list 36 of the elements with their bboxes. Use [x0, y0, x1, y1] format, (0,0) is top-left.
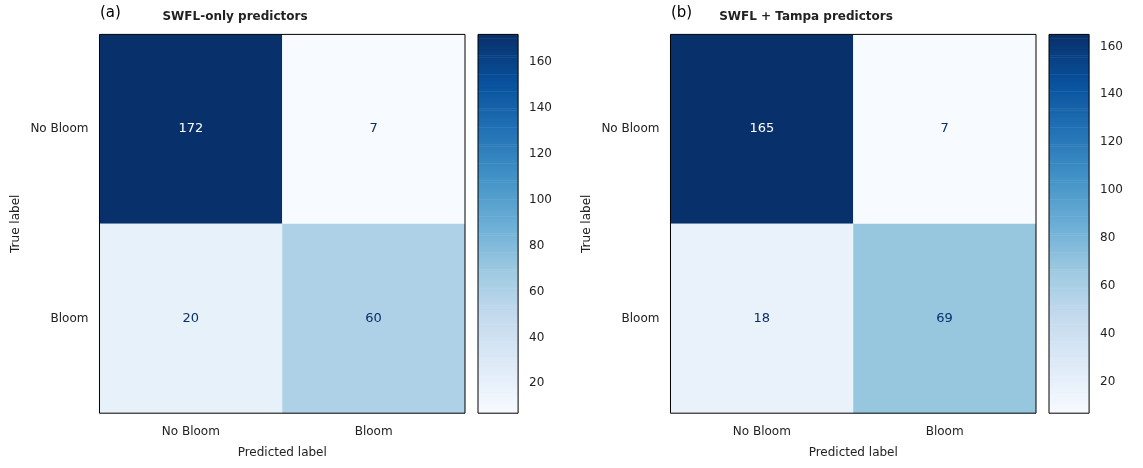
color-bar-label: 160 [529, 54, 552, 69]
color-bar-label: 40 [1100, 326, 1116, 341]
color-bar-label: 140 [1100, 86, 1123, 101]
x-axis-title: Predicted label [237, 444, 327, 459]
text: (b) [671, 3, 693, 22]
color-bar-label: 60 [1100, 278, 1116, 293]
color-bar-label: 40 [529, 329, 545, 344]
data-label: 172 [178, 120, 204, 136]
x-tick-label: No Bloom [732, 423, 791, 438]
color-bar-label: 140 [529, 99, 552, 114]
color-bar-label: 60 [529, 283, 545, 298]
color-bar-label: 100 [529, 191, 552, 206]
data-label: 7 [940, 120, 949, 136]
color-bar-label: 20 [529, 375, 545, 390]
data-label: 18 [753, 309, 771, 325]
color-bar-label: 80 [1100, 230, 1116, 245]
data-label: 20 [182, 309, 200, 325]
color-bar-label: 80 [529, 237, 545, 252]
data-label: 7 [369, 120, 378, 136]
color-bar-label: 20 [1100, 374, 1116, 389]
x-tick-label: Bloom [925, 423, 964, 438]
color-bar-label: 160 [1100, 38, 1123, 53]
text: (a) [100, 3, 121, 22]
data-label: 69 [936, 309, 953, 325]
x-tick-label: Bloom [354, 423, 393, 438]
color-bar-label: 120 [1100, 134, 1123, 149]
y-axis-title: True label [579, 194, 594, 254]
chart-title: SWFL + Tampa predictors [719, 9, 893, 24]
x-tick-label: No Bloom [161, 423, 220, 438]
data-label: 60 [365, 309, 382, 325]
color-bar-label: 100 [1100, 182, 1123, 197]
chart-title: SWFL-only predictors [162, 9, 308, 24]
x-axis-title: Predicted label [808, 444, 898, 459]
data-label: 165 [749, 120, 775, 136]
y-axis-title: True label [8, 194, 23, 254]
color-bar-label: 120 [529, 145, 552, 160]
